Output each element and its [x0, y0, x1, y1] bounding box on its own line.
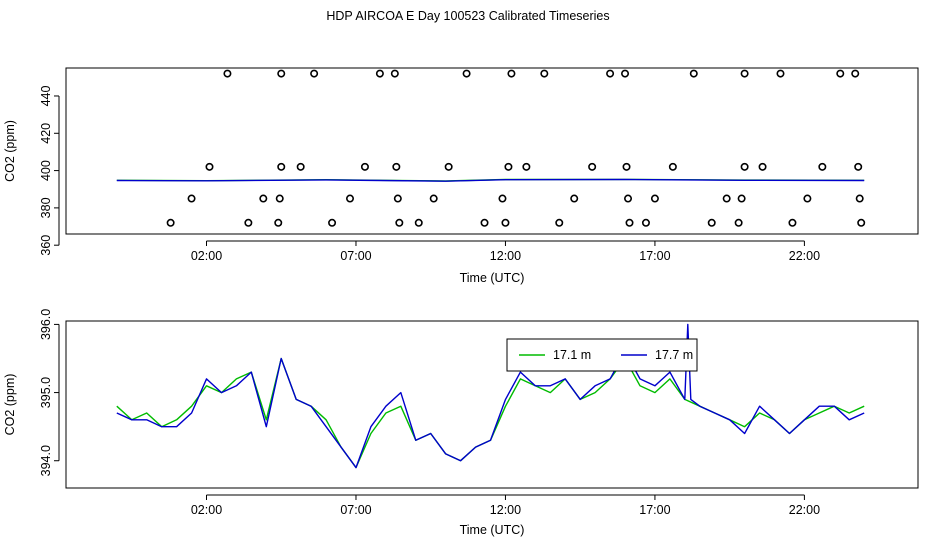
reference-point — [501, 218, 510, 227]
reference-point — [223, 69, 232, 78]
reference-point — [296, 162, 305, 171]
reference-point — [360, 162, 369, 171]
reference-point — [668, 162, 677, 171]
reference-point — [274, 218, 283, 227]
y-axis: 360 380 400 420 440 — [39, 86, 60, 256]
reference-point — [480, 218, 489, 227]
reference-point — [737, 194, 746, 203]
reference-point — [588, 162, 597, 171]
reference-point — [310, 69, 319, 78]
reference-point — [429, 194, 438, 203]
x-axis: 02:00 07:00 12:00 17:00 22:00 — [191, 494, 820, 517]
reference-point — [395, 218, 404, 227]
reference-point — [328, 218, 337, 227]
reference-point — [641, 218, 650, 227]
y-tick-label: 360 — [39, 235, 53, 256]
reference-point — [277, 69, 286, 78]
reference-point — [345, 194, 354, 203]
series-line — [116, 357, 865, 469]
reference-point — [555, 218, 564, 227]
x-tick-label: 02:00 — [191, 249, 222, 263]
reference-point — [857, 218, 866, 227]
reference-point — [540, 69, 549, 78]
x-axis-label: Time (UTC) — [460, 523, 525, 537]
y-tick-label: 440 — [39, 86, 53, 107]
x-tick-label: 17:00 — [639, 249, 670, 263]
series-line — [116, 178, 865, 182]
x-axis-label: Time (UTC) — [460, 271, 525, 285]
reference-point — [621, 69, 630, 78]
y-tick-label: 380 — [39, 197, 53, 218]
reference-point — [414, 218, 423, 227]
plot-frame — [65, 67, 919, 235]
y-tick-label: 394.0 — [39, 445, 53, 476]
reference-point — [507, 69, 516, 78]
x-axis: 02:00 07:00 12:00 17:00 22:00 — [191, 240, 820, 263]
reference-point — [836, 69, 845, 78]
reference-point — [776, 69, 785, 78]
legend: 17.1 m 17.7 m — [506, 338, 698, 372]
y-tick-label: 395.0 — [39, 377, 53, 408]
reference-point — [625, 218, 634, 227]
reference-point — [606, 69, 615, 78]
y-axis-label: CO2 (ppm) — [3, 374, 17, 436]
reference-point — [375, 69, 384, 78]
reference-point — [244, 218, 253, 227]
reference-point — [740, 162, 749, 171]
reference-point — [758, 162, 767, 171]
reference-point — [788, 218, 797, 227]
reference-point — [277, 162, 286, 171]
reference-point — [854, 162, 863, 171]
reference-point — [166, 218, 175, 227]
reference-point — [722, 194, 731, 203]
y-axis: 394.0 395.0 396.0 — [39, 309, 60, 476]
reference-point — [444, 162, 453, 171]
y-tick-label: 420 — [39, 123, 53, 144]
reference-point — [650, 194, 659, 203]
reference-point — [707, 218, 716, 227]
reference-point — [392, 162, 401, 171]
reference-point — [855, 194, 864, 203]
reference-point — [504, 162, 513, 171]
x-tick-label: 02:00 — [191, 503, 222, 517]
legend-label: 17.7 m — [655, 348, 693, 362]
reference-point — [570, 194, 579, 203]
x-tick-label: 07:00 — [340, 249, 371, 263]
reference-point — [259, 194, 268, 203]
x-tick-label: 12:00 — [490, 503, 521, 517]
x-tick-label: 07:00 — [340, 503, 371, 517]
x-tick-label: 12:00 — [490, 249, 521, 263]
reference-point — [275, 194, 284, 203]
bottom-panel: 02:00 07:00 12:00 17:00 22:00 Time (UTC) 394.0… — [3, 309, 919, 537]
x-tick-label: 22:00 — [789, 249, 820, 263]
y-axis-label: CO2 (ppm) — [3, 120, 17, 182]
x-tick-label: 22:00 — [789, 503, 820, 517]
reference-point — [462, 69, 471, 78]
reference-point — [187, 194, 196, 203]
top-panel: 02:00 07:00 12:00 17:00 22:00 Time (UTC) 360 38… — [3, 67, 919, 285]
legend-label: 17.1 m — [553, 348, 591, 362]
x-tick-label: 17:00 — [639, 503, 670, 517]
reference-point — [818, 162, 827, 171]
reference-point — [624, 194, 633, 203]
plot-frame — [65, 320, 919, 489]
reference-point — [622, 162, 631, 171]
series-line — [116, 323, 865, 469]
reference-point — [390, 69, 399, 78]
reference-point — [689, 69, 698, 78]
reference-point — [393, 194, 402, 203]
reference-point — [740, 69, 749, 78]
reference-point — [851, 69, 860, 78]
reference-point — [498, 194, 507, 203]
reference-point — [522, 162, 531, 171]
y-tick-label: 400 — [39, 160, 53, 181]
reference-point — [803, 194, 812, 203]
y-tick-label: 396.0 — [39, 309, 53, 340]
reference-point — [205, 162, 214, 171]
chart-title: HDP AIRCOA E Day 100523 Calibrated Times… — [326, 9, 610, 23]
reference-point — [734, 218, 743, 227]
